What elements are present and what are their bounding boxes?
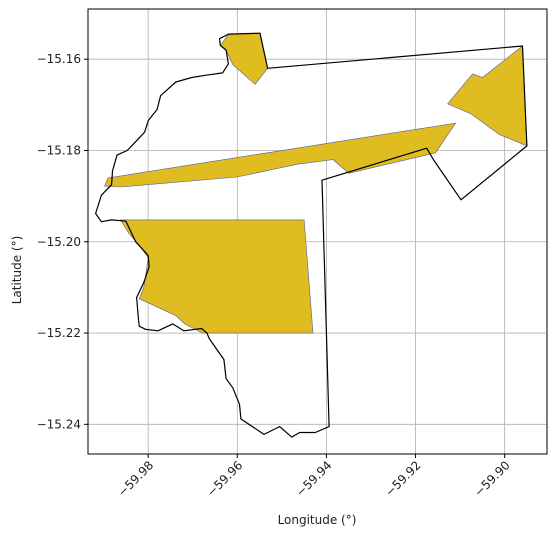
x-axis-title: Longitude (°) [278, 513, 357, 527]
boundary-outline [94, 32, 528, 438]
y-axis-title: Latitude (°) [10, 236, 24, 305]
y-tick-label: −15.20 [37, 235, 81, 249]
y-tick-label: −15.22 [37, 326, 81, 340]
y-tick-label: −15.18 [37, 143, 81, 157]
plot-area [88, 9, 547, 454]
boundary-polygon [94, 32, 528, 438]
y-tick-label: −15.16 [37, 52, 81, 66]
y-axis-ticks: −15.16 −15.18 −15.20 −15.22 −15.24 [37, 52, 88, 431]
filled-areas [104, 32, 528, 334]
y-tick-label: −15.24 [37, 417, 81, 431]
axes-frame [87, 8, 548, 455]
filled-area [104, 122, 457, 188]
